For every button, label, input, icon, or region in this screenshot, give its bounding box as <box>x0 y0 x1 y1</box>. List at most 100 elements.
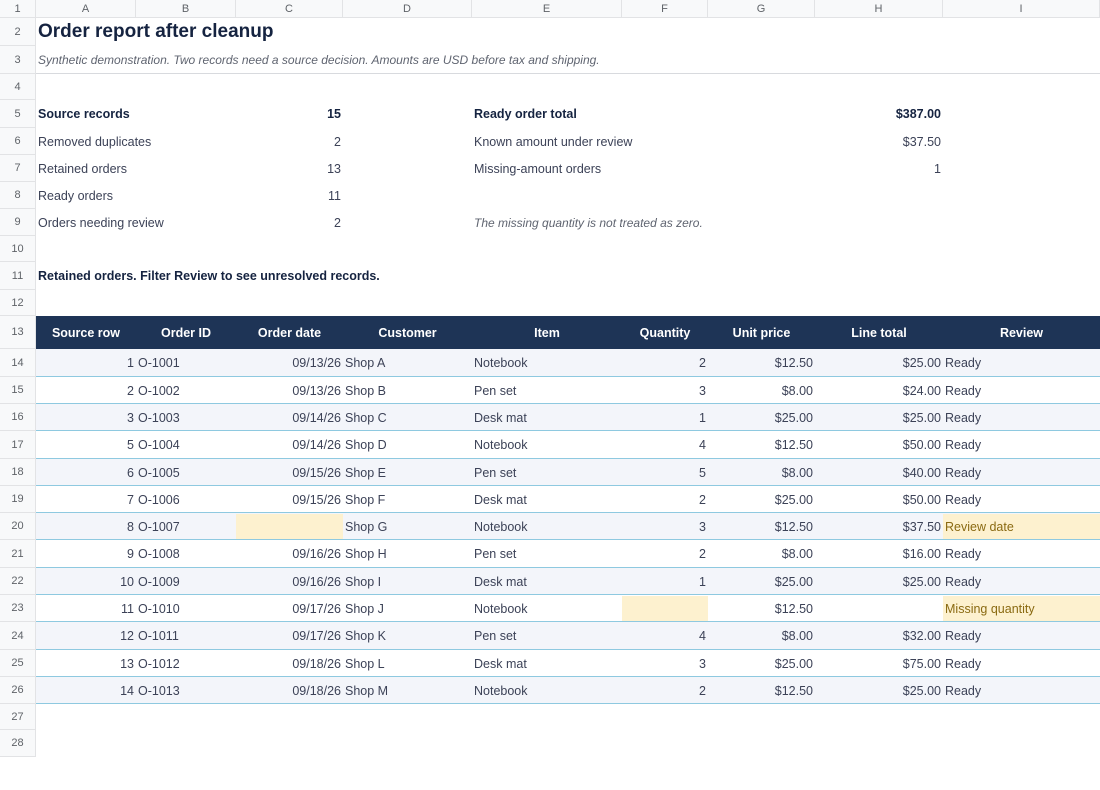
table-cell-customer[interactable]: Shop G <box>345 519 388 534</box>
table-cell-customer[interactable]: Shop M <box>345 683 389 698</box>
table-cell-item[interactable]: Notebook <box>474 601 528 616</box>
row-header-7[interactable]: 7 <box>0 155 36 182</box>
table-cell-review[interactable]: Ready <box>945 410 982 425</box>
row-header-9[interactable]: 9 <box>0 209 36 236</box>
table-cell-order-id[interactable]: O-1001 <box>138 356 180 370</box>
table-cell-item[interactable]: Pen set <box>474 547 517 561</box>
table-cell-order-date[interactable]: 09/15/26 <box>292 492 341 507</box>
row-header-6[interactable]: 6 <box>0 128 36 155</box>
row-header-26[interactable]: 26 <box>0 677 36 704</box>
table-cell-source-row[interactable]: 14 <box>120 683 134 698</box>
column-header-a[interactable]: A <box>36 0 136 18</box>
table-cell-quantity[interactable]: 1 <box>699 410 706 425</box>
column-header-b[interactable]: B <box>136 0 236 18</box>
table-cell-review[interactable]: Ready <box>945 492 982 507</box>
table-cell-order-date[interactable]: 09/14/26 <box>292 438 341 452</box>
table-header-unit-price[interactable]: Unit price <box>732 325 791 340</box>
table-cell-customer[interactable]: Shop B <box>345 383 387 398</box>
table-cell-customer[interactable]: Shop J <box>345 601 384 616</box>
table-cell-source-row[interactable]: 7 <box>127 492 134 507</box>
table-cell-quantity[interactable]: 2 <box>699 547 706 561</box>
table-cell-order-id[interactable]: O-1010 <box>138 601 180 616</box>
table-cell-unit-price[interactable]: $8.00 <box>781 465 813 480</box>
table-cell-line-total[interactable]: $37.50 <box>902 519 941 534</box>
row-header-27[interactable]: 27 <box>0 704 36 730</box>
table-header-line-total[interactable]: Line total <box>851 325 907 340</box>
row-header-10[interactable]: 10 <box>0 236 36 262</box>
table-cell-unit-price[interactable]: $8.00 <box>781 547 813 561</box>
table-cell-source-row[interactable]: 9 <box>127 547 134 561</box>
table-cell-order-id[interactable]: O-1005 <box>138 465 180 480</box>
table-cell-source-row[interactable]: 1 <box>127 356 134 370</box>
table-cell-customer[interactable]: Shop I <box>345 574 382 589</box>
table-cell-line-total[interactable]: $25.00 <box>902 356 941 370</box>
table-cell-item[interactable]: Notebook <box>474 519 528 534</box>
row-header-3[interactable]: 3 <box>0 46 36 74</box>
table-cell-review[interactable]: Ready <box>945 574 982 589</box>
table-cell-order-date[interactable]: 09/18/26 <box>292 683 341 698</box>
table-header-quantity[interactable]: Quantity <box>639 325 691 340</box>
table-cell-line-total[interactable]: $40.00 <box>902 465 941 480</box>
table-cell-quantity[interactable] <box>622 596 708 621</box>
table-cell-order-date[interactable] <box>236 514 343 539</box>
table-cell-source-row[interactable]: 8 <box>127 519 134 534</box>
table-cell-order-date[interactable]: 09/14/26 <box>292 410 341 425</box>
row-header-24[interactable]: 24 <box>0 622 36 650</box>
table-cell-order-id[interactable]: O-1011 <box>138 629 179 643</box>
table-cell-item[interactable]: Desk mat <box>474 410 527 425</box>
table-cell-order-date[interactable]: 09/18/26 <box>292 656 341 671</box>
table-cell-quantity[interactable]: 3 <box>699 656 706 671</box>
table-cell-line-total[interactable]: $75.00 <box>902 656 941 671</box>
table-cell-unit-price[interactable]: $12.50 <box>774 601 813 616</box>
table-cell-unit-price[interactable]: $12.50 <box>774 519 813 534</box>
table-cell-source-row[interactable]: 13 <box>120 656 134 671</box>
table-cell-review[interactable]: Ready <box>945 683 982 698</box>
table-cell-quantity[interactable]: 5 <box>699 465 706 480</box>
table-cell-customer[interactable]: Shop F <box>345 492 386 507</box>
table-cell-line-total[interactable]: $32.00 <box>902 629 941 643</box>
row-header-21[interactable]: 21 <box>0 540 36 568</box>
table-cell-unit-price[interactable]: $12.50 <box>774 438 813 452</box>
table-cell-order-date[interactable]: 09/17/26 <box>292 601 341 616</box>
row-header-1[interactable]: 1 <box>0 0 36 18</box>
row-header-8[interactable]: 8 <box>0 182 36 209</box>
table-cell-line-total[interactable] <box>815 595 943 622</box>
table-cell-review[interactable]: Ready <box>945 656 982 671</box>
table-cell-order-id[interactable]: O-1003 <box>138 410 180 425</box>
table-cell-source-row[interactable]: 10 <box>120 574 134 589</box>
table-cell-order-date[interactable]: 09/17/26 <box>292 629 341 643</box>
table-cell-line-total[interactable]: $25.00 <box>902 410 941 425</box>
table-cell-order-id[interactable]: O-1008 <box>138 547 180 561</box>
table-cell-quantity[interactable]: 2 <box>699 492 706 507</box>
table-cell-quantity[interactable]: 3 <box>699 383 706 398</box>
row-header-19[interactable]: 19 <box>0 486 36 513</box>
table-cell-order-id[interactable]: O-1007 <box>138 519 180 534</box>
table-cell-line-total[interactable]: $50.00 <box>902 438 941 452</box>
table-cell-order-date[interactable]: 09/13/26 <box>292 383 341 398</box>
table-cell-order-date[interactable]: 09/16/26 <box>292 547 341 561</box>
table-cell-customer[interactable]: Shop L <box>345 656 385 671</box>
row-header-25[interactable]: 25 <box>0 650 36 677</box>
table-cell-item[interactable]: Notebook <box>474 356 528 370</box>
table-cell-source-row[interactable]: 12 <box>120 629 134 643</box>
column-header-e[interactable]: E <box>472 0 622 18</box>
table-cell-order-id[interactable]: O-1013 <box>138 683 180 698</box>
table-header-customer[interactable]: Customer <box>378 325 437 340</box>
row-header-14[interactable]: 14 <box>0 349 36 377</box>
row-header-20[interactable]: 20 <box>0 513 36 540</box>
table-cell-item[interactable]: Pen set <box>474 465 517 480</box>
column-header-c[interactable]: C <box>236 0 343 18</box>
table-cell-review[interactable]: Ready <box>945 383 982 398</box>
table-header-order-date[interactable]: Order date <box>257 325 322 340</box>
table-cell-order-id[interactable]: O-1009 <box>138 574 180 589</box>
table-cell-review[interactable]: Review date <box>943 514 1100 539</box>
row-header-18[interactable]: 18 <box>0 459 36 486</box>
column-header-i[interactable]: I <box>943 0 1100 18</box>
table-cell-review[interactable]: Ready <box>945 465 982 480</box>
table-cell-quantity[interactable]: 2 <box>699 683 706 698</box>
table-cell-order-id[interactable]: O-1012 <box>138 656 180 671</box>
row-header-11[interactable]: 11 <box>0 262 36 290</box>
table-cell-unit-price[interactable]: $25.00 <box>774 574 813 589</box>
column-header-g[interactable]: G <box>708 0 815 18</box>
